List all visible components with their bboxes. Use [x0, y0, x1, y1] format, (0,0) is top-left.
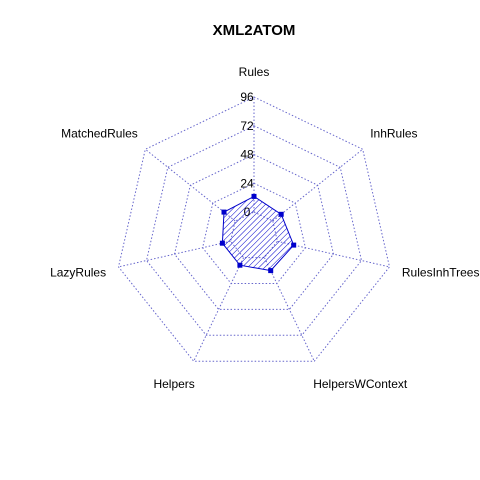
spoke-LazyRules	[118, 240, 231, 268]
grid-ring-24	[202, 182, 306, 284]
radar-series	[219, 193, 297, 274]
chart-title: XML2ATOM	[213, 22, 296, 39]
data-point-InhRules	[278, 211, 284, 217]
tick-label-24: 24	[240, 176, 254, 190]
tick-label-96: 96	[240, 90, 254, 104]
spoke-InhRules	[272, 148, 364, 222]
data-point-RulesInhTrees	[291, 242, 297, 248]
axis-label-Helpers: Helpers	[153, 377, 194, 391]
data-point-Helpers	[237, 262, 243, 268]
tick-label-48: 48	[240, 148, 254, 162]
radar-axis-labels: Rules InhRules RulesInhTrees HelpersWContex…	[50, 65, 479, 391]
axis-label-InhRules: InhRules	[370, 127, 417, 141]
data-point-Rules	[251, 193, 257, 199]
spoke-Helpers	[193, 257, 245, 362]
grid-ring-72	[145, 125, 363, 336]
data-point-MatchedRules	[221, 209, 227, 215]
tick-label-72: 72	[240, 119, 254, 133]
data-point-HelpersWContext	[268, 268, 274, 274]
spoke-HelpersWContext	[263, 257, 315, 362]
axis-label-MatchedRules: MatchedRules	[61, 127, 138, 141]
spoke-MatchedRules	[144, 148, 236, 222]
spoke-RulesInhTrees	[277, 240, 390, 268]
axis-label-RulesInhTrees: RulesInhTrees	[402, 266, 480, 280]
grid-ring-96	[117, 96, 391, 362]
series-area	[221, 195, 295, 272]
axis-label-LazyRules: LazyRules	[50, 266, 106, 280]
data-point-LazyRules	[219, 240, 225, 246]
axis-label-HelpersWContext: HelpersWContext	[313, 377, 408, 391]
radar-grid	[117, 96, 391, 362]
axis-label-Rules: Rules	[239, 65, 270, 79]
